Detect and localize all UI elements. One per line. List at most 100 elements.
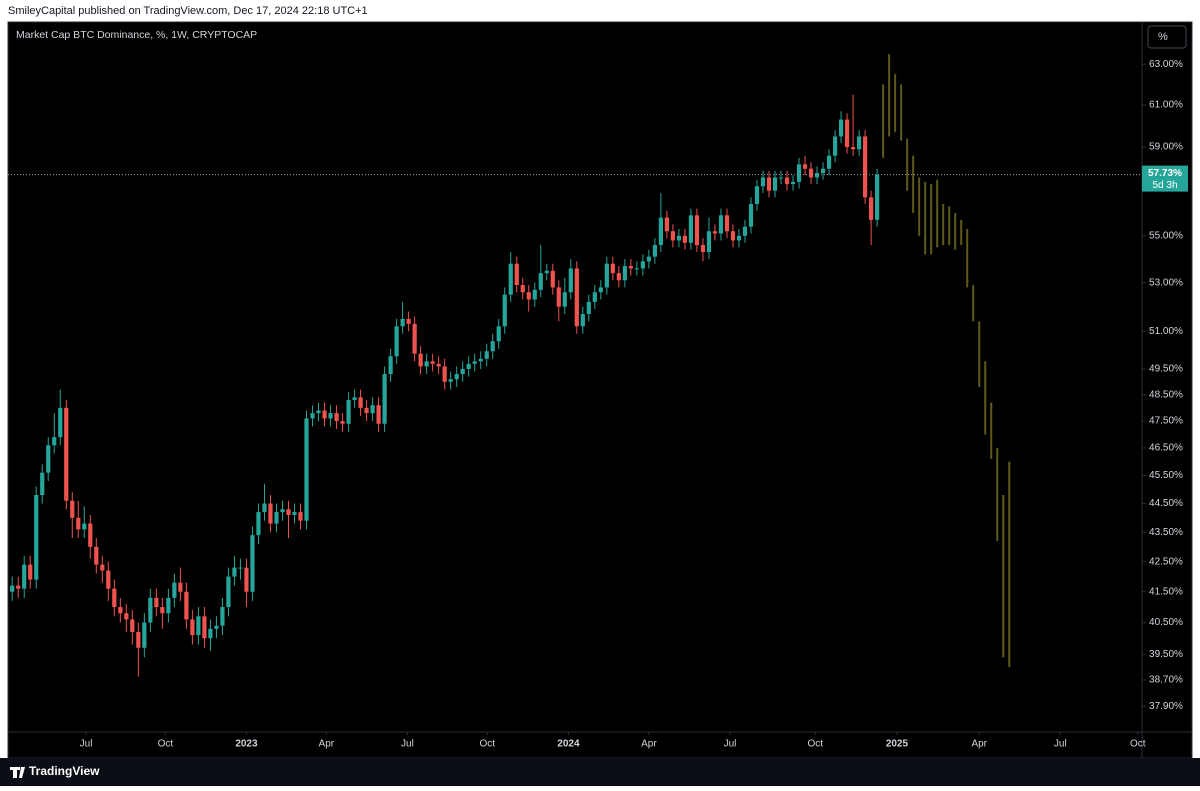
scale-button-label[interactable]: %	[1158, 31, 1168, 43]
candle-body	[478, 358, 483, 362]
candle-body	[586, 301, 591, 315]
projection-bar	[882, 84, 885, 158]
candle-body	[292, 512, 297, 515]
candle-body	[394, 326, 399, 357]
candle-body	[328, 413, 333, 419]
candle-body	[118, 607, 123, 614]
y-tick-label: 38.70%	[1149, 675, 1183, 686]
candle-body	[262, 503, 267, 513]
candle-body	[772, 177, 778, 191]
candle-body	[370, 405, 375, 414]
candle-body	[244, 567, 249, 592]
candle-body	[718, 215, 724, 234]
candle-body	[430, 361, 435, 364]
candle-body	[10, 585, 15, 592]
candle-body	[676, 235, 682, 241]
candle-body	[424, 361, 429, 367]
projection-bar	[894, 74, 897, 133]
candle-body	[250, 535, 255, 592]
candle-body	[310, 413, 315, 419]
candle-body	[592, 292, 597, 302]
candle-body	[538, 273, 543, 290]
candle-body	[808, 168, 814, 178]
projection-bar	[942, 204, 945, 246]
candle-body	[298, 512, 303, 521]
projection-bar	[936, 179, 939, 248]
x-tick-label: Apr	[971, 739, 987, 750]
chart-title: Market Cap BTC Dominance, %, 1W, CRYPTOC…	[16, 29, 257, 41]
candle-body	[562, 292, 567, 307]
candle-body	[856, 136, 862, 150]
plot	[8, 54, 1142, 677]
candle-body	[166, 597, 171, 614]
candle-body	[838, 119, 844, 137]
candle-body	[634, 268, 639, 270]
candle-body	[784, 177, 790, 185]
candle-body	[712, 231, 718, 234]
candle-body	[652, 245, 657, 257]
y-tick-label: 61.00%	[1149, 100, 1183, 111]
projection-bar	[906, 138, 909, 191]
candle-body	[724, 215, 730, 232]
candle-body	[406, 318, 411, 324]
candle-body	[400, 318, 405, 327]
y-tick-label: 45.50%	[1149, 470, 1183, 481]
candle-body	[136, 631, 141, 648]
x-tick-label: Apr	[641, 739, 657, 750]
candle-body	[22, 564, 27, 589]
projection-bar	[990, 402, 993, 459]
candle-body	[688, 215, 694, 243]
candle-body	[760, 177, 766, 187]
candle-body	[532, 289, 537, 300]
candle-body	[460, 368, 465, 375]
y-tick-label: 43.50%	[1149, 527, 1183, 538]
candle-body	[640, 261, 645, 269]
candle-body	[520, 285, 525, 293]
projection-bar	[900, 84, 903, 141]
candle-body	[346, 399, 351, 424]
candle-body	[232, 567, 237, 577]
projection-bar	[996, 447, 999, 541]
x-tick-label: 2023	[235, 739, 258, 750]
candle-body	[568, 268, 573, 293]
candle-body	[52, 437, 57, 446]
candle-body	[448, 379, 453, 382]
x-tick-label: Oct	[807, 739, 823, 750]
candle-body	[28, 564, 33, 580]
candle-body	[160, 607, 165, 614]
candle-body	[844, 119, 850, 148]
candle-body	[64, 407, 69, 501]
projection-bar	[960, 219, 963, 246]
candle-body	[682, 235, 688, 243]
candle-body	[106, 570, 111, 589]
candle-body	[832, 136, 838, 156]
candle-body	[820, 168, 826, 174]
candle-body	[274, 512, 279, 524]
candle-body	[322, 410, 327, 419]
candle-body	[286, 509, 291, 515]
scale-button[interactable]	[1147, 25, 1187, 49]
candle-body	[418, 353, 423, 367]
candle-body	[514, 263, 519, 286]
y-tick-label: 59.00%	[1149, 142, 1183, 153]
publisher-line: SmileyCapital published on TradingView.c…	[8, 5, 368, 17]
candle-body	[220, 607, 225, 626]
projection-bar	[966, 228, 969, 288]
candle-body	[574, 268, 579, 327]
candle-body	[124, 613, 129, 620]
candle-body	[46, 445, 51, 473]
x-tick-label: Jul	[401, 739, 414, 750]
candle-body	[706, 231, 712, 253]
candle-body	[88, 523, 93, 547]
candle-body	[796, 164, 802, 182]
projection-bar	[888, 54, 891, 137]
candle-body	[364, 407, 369, 414]
candle-body	[442, 366, 447, 382]
candle-body	[863, 136, 868, 198]
projection-bar	[1002, 495, 1005, 658]
candle-body	[184, 591, 189, 620]
candle-body	[382, 374, 387, 424]
projection-bar	[930, 184, 933, 255]
projection-bar	[918, 177, 921, 236]
y-tick-label: 39.50%	[1149, 649, 1183, 660]
